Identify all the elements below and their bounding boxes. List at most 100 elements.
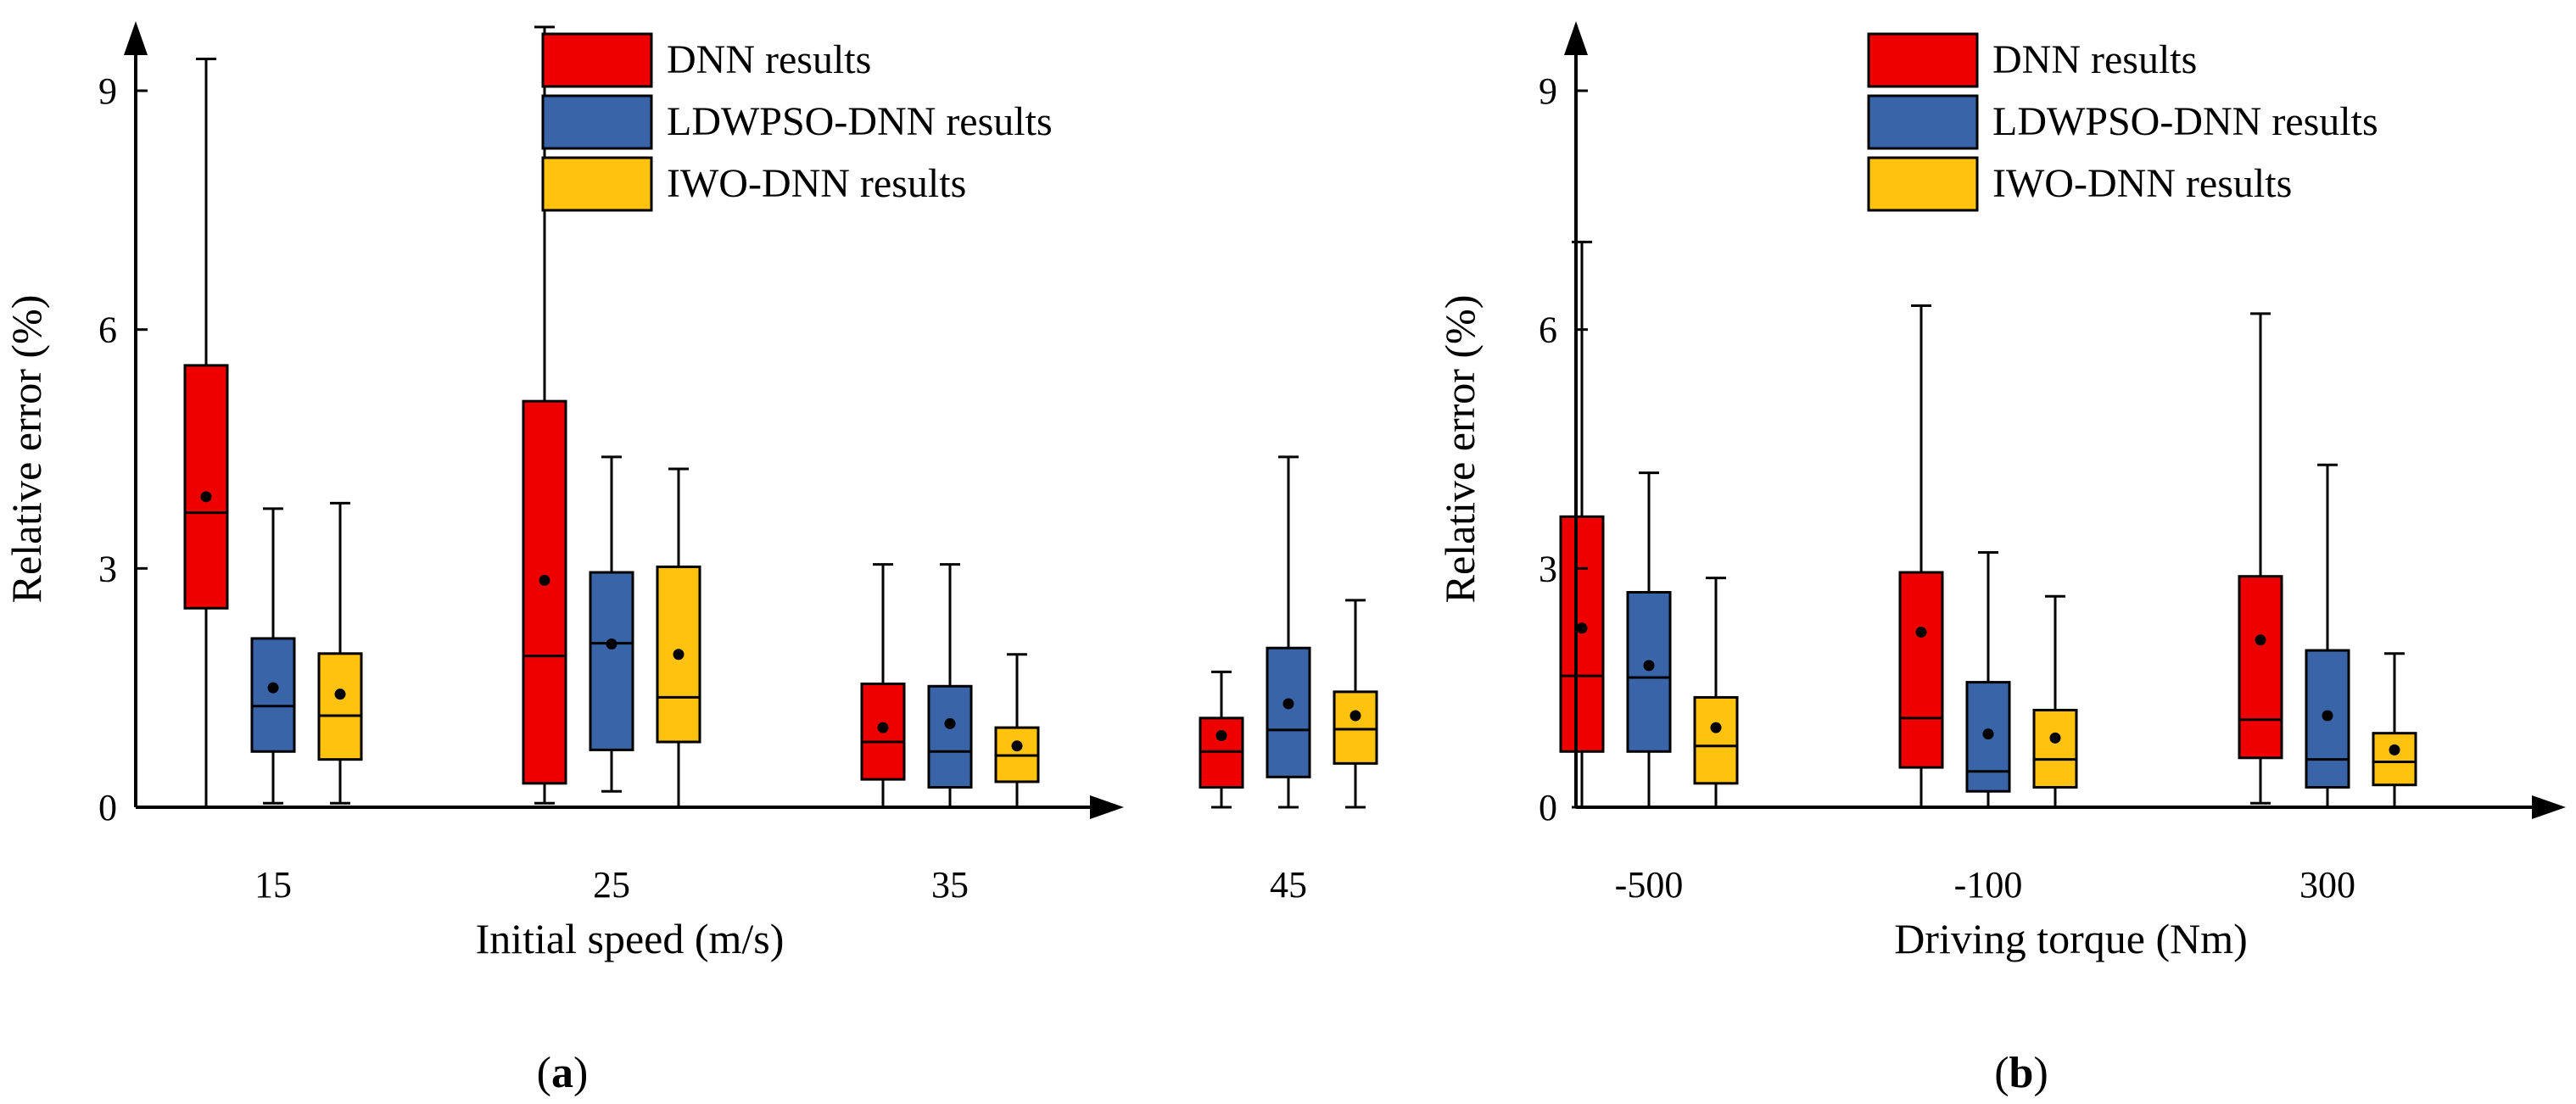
box-mean-point <box>1915 626 1927 638</box>
box-mean-point <box>606 638 617 650</box>
panel-label: (a) <box>537 1049 589 1097</box>
y-tick-label: 6 <box>98 309 117 351</box>
x-axis-arrow <box>2532 795 2566 819</box>
x-tick-label: -100 <box>1954 864 2023 906</box>
y-tick-label: 0 <box>1539 787 1557 828</box>
x-tick-label: 15 <box>254 864 292 906</box>
panel-a-chart: 0 3 6 9 15 25 35 45 Initial speed (m/s) Relative … <box>3 21 1378 1097</box>
box-iqr <box>2372 732 2417 787</box>
y-axis-label: Relative error (%) <box>3 295 50 604</box>
legend-label: IWO-DNN results <box>1992 161 2292 206</box>
y-tick-label: 6 <box>1539 309 1557 351</box>
y-axis-arrow <box>1564 21 1588 55</box>
box-mean-point <box>200 491 212 503</box>
box-iqr <box>2238 575 2283 760</box>
box-mean-point <box>1576 622 1588 634</box>
box-iwo-dnn-results-15 <box>317 501 363 805</box>
box-mean-point <box>877 722 889 733</box>
x-tick-label: 45 <box>1270 864 1307 906</box>
box-iwo-dnn-results-300 <box>2372 652 2417 809</box>
panel-letter: b <box>2009 1049 2034 1097</box>
box-ldwpso-dnn-results-25 <box>589 455 634 793</box>
box-mean-point <box>1710 722 1722 733</box>
box-mean-point <box>1282 698 1294 710</box>
box-mean-point <box>1011 740 1023 752</box>
box-iqr <box>1333 690 1378 765</box>
panel-letter: a <box>551 1049 573 1097</box>
box-iqr <box>522 399 567 785</box>
box-iqr <box>927 684 973 789</box>
legend-entry: DNN results <box>1867 32 2197 88</box>
box-iwo-dnn-results-35 <box>994 653 1040 809</box>
box-iqr <box>1559 515 1605 753</box>
box-dnn-results-25 <box>522 25 567 805</box>
box-iwo-dnn-results-45 <box>1333 599 1378 809</box>
x-tick-label: 300 <box>2299 864 2355 906</box>
box-mean-point <box>1982 728 1994 740</box>
box-iqr <box>1626 591 1672 753</box>
box-mean-point <box>673 649 685 661</box>
legend-swatch <box>541 32 653 88</box>
legend-entry: IWO-DNN results <box>1867 156 2292 212</box>
box-mean-point <box>2389 744 2400 756</box>
box-mean-point <box>1215 730 1227 741</box>
box-ldwpso-dnn-results-45 <box>1266 455 1311 809</box>
x-tick-label: 25 <box>593 864 630 906</box>
panel-label: (b) <box>1994 1049 2048 1097</box>
box-ldwpso-dnn-results-300 <box>2305 463 2350 809</box>
legend-entry: LDWPSO-DNN results <box>541 94 1053 150</box>
box-iwo-dnn-results--100 <box>2032 594 2078 809</box>
box-iqr <box>1693 695 1739 785</box>
x-axis-label: Initial speed (m/s) <box>476 915 785 962</box>
box-iqr <box>2032 708 2078 789</box>
box-dnn-results-45 <box>1199 670 1244 809</box>
y-tick-label: 9 <box>98 70 117 112</box>
box-ldwpso-dnn-results--100 <box>1965 551 2011 809</box>
box-mean-point <box>2049 732 2061 744</box>
legend-label: LDWPSO-DNN results <box>667 99 1053 144</box>
y-axis-label: Relative error (%) <box>1436 295 1484 604</box>
box-iwo-dnn-results--500 <box>1693 577 1739 809</box>
box-dnn-results-15 <box>183 57 229 809</box>
box-dnn-results--100 <box>1898 304 1944 809</box>
x-tick-label: -500 <box>1615 864 1684 906</box>
box-mean-point <box>2255 634 2266 646</box>
box-ldwpso-dnn-results-15 <box>250 507 296 805</box>
legend-swatch <box>1867 94 1979 150</box>
box-iqr <box>1266 646 1311 778</box>
legend-entry: IWO-DNN results <box>541 156 966 212</box>
legend-swatch <box>1867 32 1979 88</box>
box-iqr <box>250 637 296 753</box>
box-mean-point <box>1349 710 1361 722</box>
x-tick-label: 35 <box>931 864 969 906</box>
box-ldwpso-dnn-results-35 <box>927 563 973 809</box>
box-dnn-results-300 <box>2238 312 2283 805</box>
y-tick-label: 3 <box>1539 548 1557 589</box>
y-tick-label: 3 <box>98 548 117 589</box>
box-iqr <box>1898 571 1944 769</box>
box-iqr <box>183 364 229 610</box>
y-axis-arrow <box>124 21 148 55</box>
box-iqr <box>317 652 363 761</box>
box-mean-point <box>944 717 956 729</box>
box-mean-point <box>334 689 346 700</box>
legend-label: LDWPSO-DNN results <box>1992 99 2378 144</box>
box-dnn-results--500 <box>1559 240 1605 809</box>
box-mean-point <box>267 682 279 694</box>
legend-label: IWO-DNN results <box>667 161 966 206</box>
box-iqr <box>589 571 634 751</box>
x-axis-arrow <box>1090 795 1124 819</box>
legend-label: DNN results <box>667 37 871 82</box>
legend-entry: LDWPSO-DNN results <box>1867 94 2378 150</box>
legend-swatch <box>541 156 653 212</box>
legend-entry: DNN results <box>541 32 871 88</box>
legend-label: DNN results <box>1992 37 2197 82</box>
box-mean-point <box>539 574 550 586</box>
box-mean-point <box>2322 710 2333 722</box>
box-ldwpso-dnn-results--500 <box>1626 471 1672 809</box>
x-axis-label: Driving torque (Nm) <box>1894 915 2248 962</box>
box-dnn-results-35 <box>860 563 906 809</box>
y-tick-label: 9 <box>1539 70 1557 112</box>
